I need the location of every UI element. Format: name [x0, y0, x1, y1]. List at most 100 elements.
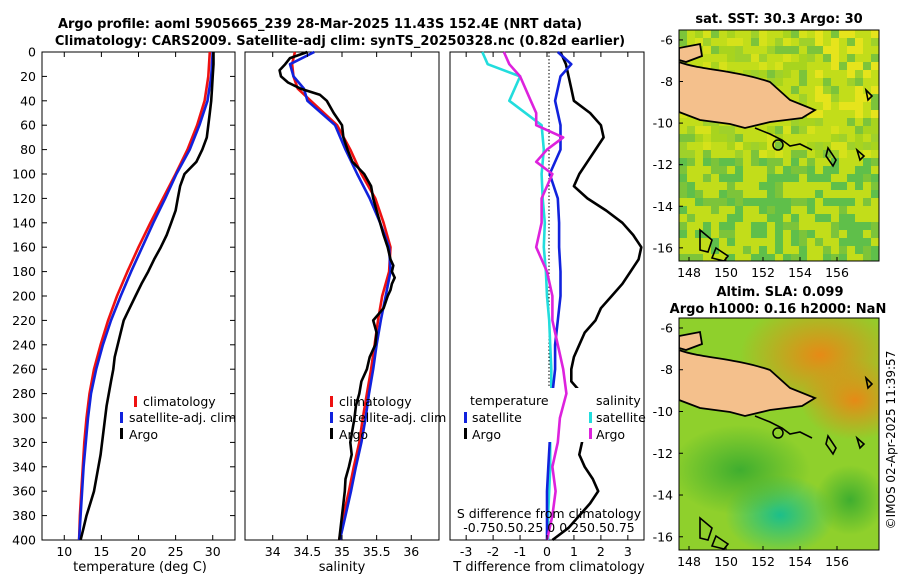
- sst-pixel: [759, 38, 767, 46]
- sst-pixel: [735, 174, 743, 182]
- sst-pixel: [783, 38, 791, 46]
- sst-pixel: [711, 134, 719, 142]
- sst-pixel: [703, 158, 711, 166]
- legend-label-climatology: climatology: [143, 394, 216, 409]
- sst-pixel: [719, 126, 727, 134]
- sst-pixel: [871, 174, 879, 182]
- sst-pixel: [831, 86, 839, 94]
- y-tick-label: 160: [12, 240, 36, 255]
- sst-pixel: [871, 134, 879, 142]
- sst-pixel: [703, 142, 711, 150]
- x-tick-label: 34: [265, 544, 281, 559]
- series-line-satellite-adj-clim: [77, 51, 214, 541]
- sst-pixel: [719, 62, 727, 70]
- sst-pixel: [863, 70, 871, 78]
- sst-pixel: [831, 126, 839, 134]
- sst-pixel: [863, 126, 871, 134]
- sst-pixel: [863, 158, 871, 166]
- map-y-tick-label: -12: [653, 446, 673, 461]
- sst-pixel: [775, 214, 783, 222]
- sst-pixel: [831, 134, 839, 142]
- sst-pixel: [775, 238, 783, 246]
- sst-pixel: [807, 110, 815, 118]
- sst-pixel: [751, 70, 759, 78]
- sst-pixel: [855, 110, 863, 118]
- sst-pixel: [679, 174, 687, 182]
- x-tick-label: 20: [131, 544, 147, 559]
- sst-pixel: [871, 54, 879, 62]
- legend-swatch-sal-satellite: [589, 412, 592, 423]
- sst-pixel: [727, 126, 735, 134]
- y-tick-label: 360: [12, 484, 36, 499]
- sst-pixel: [871, 182, 879, 190]
- sst-pixel: [775, 38, 783, 46]
- legend-box-temperature: [457, 388, 555, 442]
- sst-pixel: [847, 174, 855, 182]
- sst-pixel: [799, 198, 807, 206]
- sst-pixel: [735, 166, 743, 174]
- sst-pixel: [855, 222, 863, 230]
- sst-pixel: [847, 238, 855, 246]
- sst-pixel: [783, 174, 791, 182]
- sst-pixel: [823, 46, 831, 54]
- sst-pixel: [839, 206, 847, 214]
- sst-pixel: [847, 230, 855, 238]
- sst-pixel: [855, 126, 863, 134]
- sla-high-anomaly-east: [800, 360, 879, 440]
- sst-pixel: [751, 198, 759, 206]
- sst-pixel: [791, 238, 799, 246]
- difference-xlabel: T difference from climatology: [452, 560, 645, 575]
- legend-box-salinity: [572, 388, 642, 442]
- series-line-salinity-argo: [502, 51, 568, 541]
- map-y-tick-label: -16: [653, 240, 673, 255]
- sst-pixel: [855, 238, 863, 246]
- sst-pixel: [791, 174, 799, 182]
- map-x-tick-label: 152: [751, 554, 775, 569]
- sst-pixel: [727, 158, 735, 166]
- sst-pixel: [727, 230, 735, 238]
- sst-pixel: [695, 30, 703, 38]
- sst-pixel: [775, 126, 783, 134]
- sst-pixel: [815, 214, 823, 222]
- sst-pixel: [687, 150, 695, 158]
- sst-pixel: [727, 134, 735, 142]
- islands-south: [699, 228, 730, 261]
- map-y-tick-label: -14: [653, 199, 673, 214]
- sst-pixel: [847, 38, 855, 46]
- sst-pixel: [703, 230, 711, 238]
- series-line-temperature-argo: [551, 51, 643, 542]
- x-tick-label: -3: [460, 544, 472, 559]
- map-y-tick-label: -6: [661, 320, 674, 335]
- sla-map-title2: Argo h1000: 0.16 h2000: NaN: [670, 302, 887, 317]
- sst-pixel: [775, 46, 783, 54]
- salinity-series: [278, 50, 397, 541]
- sst-pixel: [815, 38, 823, 46]
- sst-pixel: [727, 198, 735, 206]
- sst-pixel: [767, 70, 775, 78]
- salinity-xlabel: salinity: [319, 560, 366, 575]
- sst-pixel: [727, 214, 735, 222]
- sst-pixel: [679, 230, 687, 238]
- sst-pixel: [687, 254, 695, 261]
- sst-pixel: [799, 254, 807, 261]
- sst-pixel: [791, 230, 799, 238]
- sst-pixel: [807, 118, 815, 126]
- sst-pixel: [799, 62, 807, 70]
- sst-pixel: [679, 254, 687, 261]
- y-tick-label: 300: [12, 411, 36, 426]
- sst-pixel: [695, 254, 703, 261]
- sst-pixel: [847, 214, 855, 222]
- sst-pixel: [783, 126, 791, 134]
- sst-pixel: [791, 126, 799, 134]
- sst-pixel: [767, 190, 775, 198]
- sst-pixel: [791, 86, 799, 94]
- sst-pixel: [767, 254, 775, 261]
- sst-pixel: [767, 134, 775, 142]
- sst-pixel: [727, 182, 735, 190]
- sst-pixel: [863, 198, 871, 206]
- sst-pixel: [807, 174, 815, 182]
- sst-pixel: [751, 158, 759, 166]
- sst-pixel: [743, 54, 751, 62]
- sst-pixel: [703, 174, 711, 182]
- difference-series: [481, 51, 643, 542]
